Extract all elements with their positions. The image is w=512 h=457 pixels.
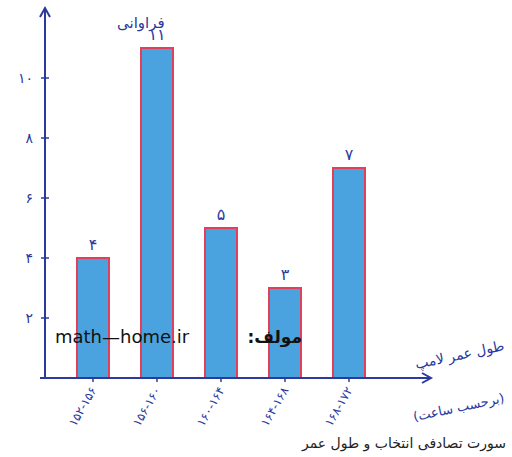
x-tick xyxy=(92,378,94,382)
bar xyxy=(333,168,365,378)
y-tick xyxy=(41,257,49,259)
x-tick-label: ۱۶۴-۱۶۸ xyxy=(258,384,292,429)
data-label: ۷ xyxy=(345,145,354,164)
x-tick xyxy=(156,378,158,382)
x-arrow xyxy=(422,373,431,383)
x-tick xyxy=(220,378,222,382)
y-arrow xyxy=(40,8,50,17)
y-axis-title: فراوانی xyxy=(117,14,165,32)
data-label: ۵ xyxy=(217,205,226,224)
caption: سورت تصادفی انتخاب و طول عمر xyxy=(301,435,506,452)
bar xyxy=(77,258,109,378)
x-tick-label: ۱۶۰-۱۶۴ xyxy=(194,385,228,429)
x-tick-label: ۱۵۶-۱۶۰ xyxy=(130,385,164,429)
y-tick-label: ۱۰ xyxy=(18,70,33,86)
y-tick xyxy=(41,77,49,79)
x-axis-title: طول عمر لامپ xyxy=(413,337,505,373)
y-tick xyxy=(41,197,49,199)
y-tick-label: ۶ xyxy=(25,190,33,206)
y-axis xyxy=(44,10,46,378)
x-tick-label: ۱۶۸-۱۷۲ xyxy=(322,385,356,429)
x-tick-label: ۱۵۲-۱۵۶ xyxy=(66,385,100,429)
y-tick xyxy=(41,137,49,139)
y-tick-label: ۲ xyxy=(25,310,33,326)
x-axis xyxy=(40,377,430,379)
data-label: ۳ xyxy=(281,265,290,284)
y-tick xyxy=(41,317,49,319)
bar xyxy=(205,228,237,378)
author-label: مولف: xyxy=(247,327,302,348)
data-label: ۴ xyxy=(89,235,98,254)
x-axis-unit: (برحسب ساعت) xyxy=(412,390,506,425)
x-tick xyxy=(284,378,286,382)
watermark: math—home.ir xyxy=(55,326,190,347)
chart: ۲ ۴ ۶ ۸ ۱۰ ۱۵۲-۱۵۶ ۱۵۶-۱۶۰ ۱۶۰-۱۶۴ ۱۶۴-۱۶۸ ۱۶۸-۱۷… xyxy=(0,0,512,457)
y-tick-label: ۴ xyxy=(25,250,33,266)
y-tick-label: ۸ xyxy=(25,130,33,146)
x-tick xyxy=(348,378,350,382)
